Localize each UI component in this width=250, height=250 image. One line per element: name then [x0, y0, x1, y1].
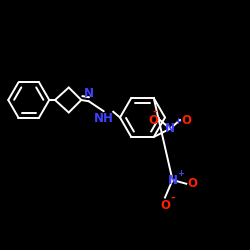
- Text: N: N: [165, 122, 175, 135]
- Text: O: O: [188, 177, 198, 190]
- Text: N: N: [84, 87, 94, 100]
- Text: -: -: [153, 107, 157, 117]
- Text: N: N: [168, 174, 177, 186]
- Text: NH: NH: [94, 112, 114, 126]
- Text: +: +: [177, 168, 184, 177]
- Text: O: O: [160, 199, 170, 212]
- Text: -: -: [170, 192, 175, 202]
- Text: O: O: [149, 114, 159, 126]
- Text: O: O: [181, 114, 191, 126]
- Text: +: +: [174, 117, 182, 126]
